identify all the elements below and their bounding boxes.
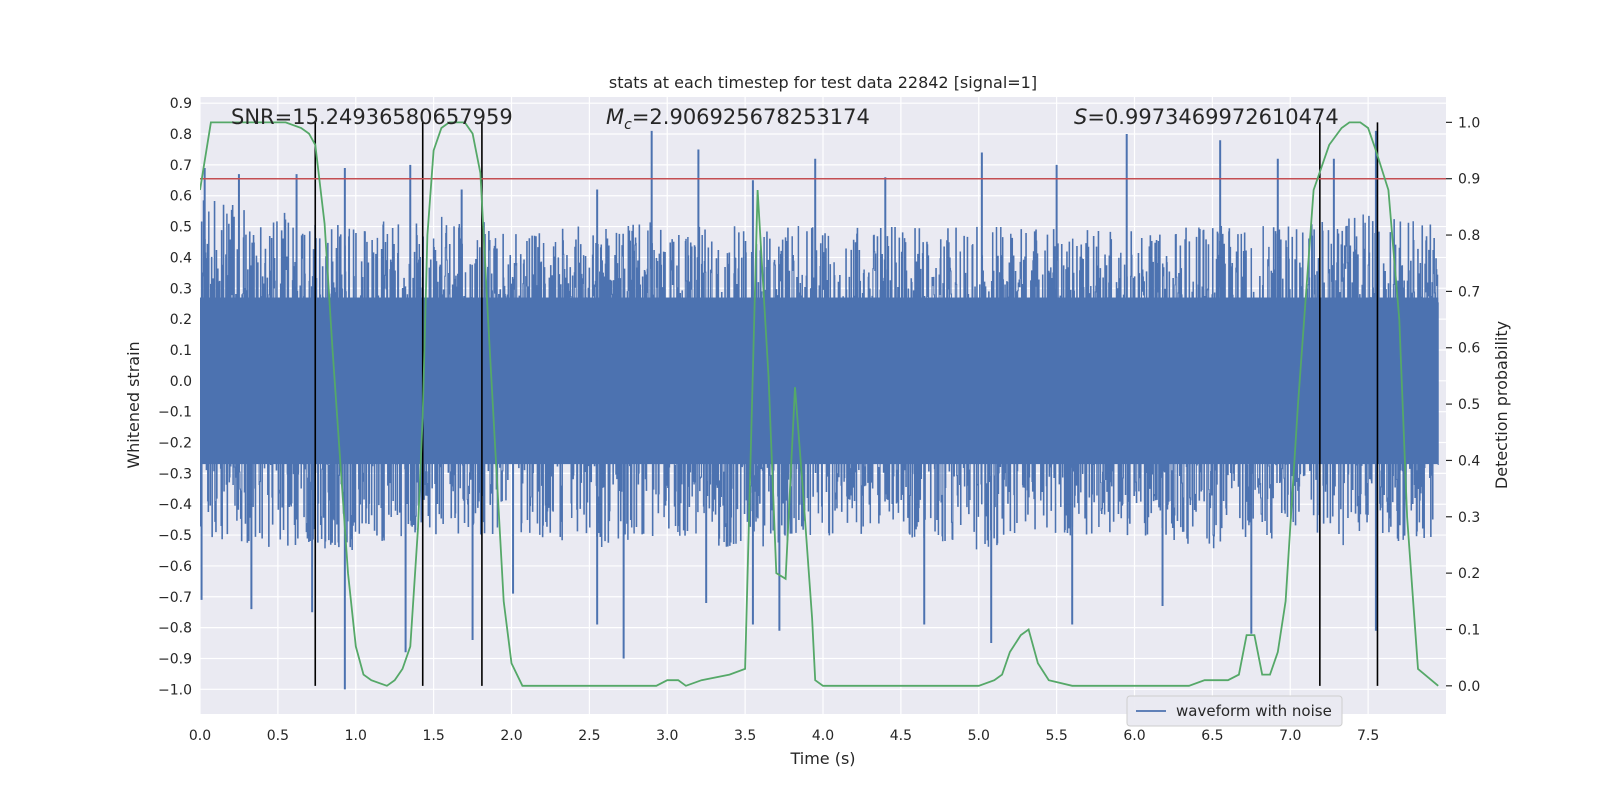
mc-value: =2.906925678253174 (632, 105, 870, 129)
y-right-tick-label: 0.1 (1458, 622, 1480, 638)
chart-title: stats at each timestep for test data 228… (609, 73, 1037, 92)
y-tick-label: 0.5 (170, 220, 192, 236)
y-right-tick-label: 0.6 (1458, 341, 1480, 357)
y-axis-ticks: 0.9 0.8 0.7 0.6 0.5 0.4 0.3 0.2 0.1 0.0 −0.1 −0.2 −0… (158, 96, 192, 698)
waveform-series (200, 130, 1439, 690)
y-right-tick-label: 0.4 (1458, 453, 1480, 469)
y-right-axis-ticks: 1.0 0.9 0.8 0.7 0.6 0.5 0.4 0.3 0.2 0.1 0.0 (1446, 115, 1480, 695)
x-tick-label: 6.5 (1201, 728, 1223, 744)
s-symbol: S (1074, 105, 1087, 129)
y-right-tick-label: 0.0 (1458, 679, 1480, 695)
x-tick-label: 7.5 (1357, 728, 1379, 744)
y-tick-label: 0.7 (170, 158, 192, 174)
s-annotation: S=0.9973469972610474 (1074, 105, 1339, 129)
y-tick-label: 0.0 (170, 374, 192, 390)
x-tick-label: 6.0 (1123, 728, 1145, 744)
y-tick-label: 0.1 (170, 343, 192, 359)
y-tick-label: 0.3 (170, 281, 192, 297)
x-tick-label: 0.5 (267, 728, 289, 744)
y-right-tick-label: 0.3 (1458, 510, 1480, 526)
y-tick-label: −0.7 (158, 590, 192, 606)
legend: waveform with noise (1126, 695, 1343, 727)
y-tick-label: −1.0 (158, 682, 192, 698)
y-right-tick-label: 0.9 (1458, 172, 1480, 188)
x-tick-label: 5.5 (1045, 728, 1067, 744)
y-tick-label: 0.9 (170, 96, 192, 112)
s-value: =0.9973469972610474 (1087, 105, 1338, 129)
x-tick-label: 7.0 (1279, 728, 1301, 744)
y-tick-label: −0.5 (158, 528, 192, 544)
x-axis-ticks: 0.0 0.5 1.0 1.5 2.0 2.5 3.0 3.5 4.0 4.5 5.0 5.5 6.0 6… (189, 728, 1379, 744)
x-axis-label: Time (s) (789, 749, 855, 768)
detection-probability-line (200, 121, 1439, 687)
legend-box (1126, 695, 1343, 727)
y-tick-label: 0.4 (170, 250, 192, 266)
y-tick-label: 0.2 (170, 312, 192, 328)
mc-annotation: Mc=2.906925678253174 (606, 105, 870, 133)
waveform-dense-core (200, 297, 1439, 465)
x-tick-label: 4.0 (812, 728, 834, 744)
x-tick-label: 4.5 (890, 728, 912, 744)
y-right-tick-label: 0.8 (1458, 228, 1480, 244)
y-right-tick-label: 0.5 (1458, 397, 1480, 413)
x-tick-label: 3.0 (656, 728, 678, 744)
snr-annotation: SNR=15.24936580657959 (231, 105, 513, 129)
x-tick-label: 2.0 (500, 728, 522, 744)
mc-subscript: c (624, 117, 632, 133)
y-tick-label: −0.6 (158, 559, 192, 575)
x-tick-label: 1.5 (422, 728, 444, 744)
y-right-axis-label: Detection probability (1492, 321, 1511, 489)
y-tick-label: −0.4 (158, 497, 192, 513)
y-tick-label: −0.3 (158, 466, 192, 482)
y-tick-label: −0.9 (158, 651, 192, 667)
legend-label-waveform: waveform with noise (1176, 702, 1332, 720)
y-tick-label: −0.2 (158, 436, 192, 452)
y-right-tick-label: 0.7 (1458, 284, 1480, 300)
y-tick-label: −0.1 (158, 405, 192, 421)
x-tick-label: 0.0 (189, 728, 211, 744)
y-tick-label: −0.8 (158, 621, 192, 637)
y-tick-label: 0.8 (170, 127, 192, 143)
x-tick-label: 5.0 (968, 728, 990, 744)
y-axis-label: Whitened strain (124, 341, 143, 468)
y-right-tick-label: 1.0 (1458, 115, 1480, 131)
y-tick-label: 0.6 (170, 189, 192, 205)
x-tick-label: 3.5 (734, 728, 756, 744)
x-tick-label: 2.5 (578, 728, 600, 744)
y-right-tick-label: 0.2 (1458, 566, 1480, 582)
mc-symbol: M (606, 105, 624, 129)
x-tick-label: 1.0 (345, 728, 367, 744)
